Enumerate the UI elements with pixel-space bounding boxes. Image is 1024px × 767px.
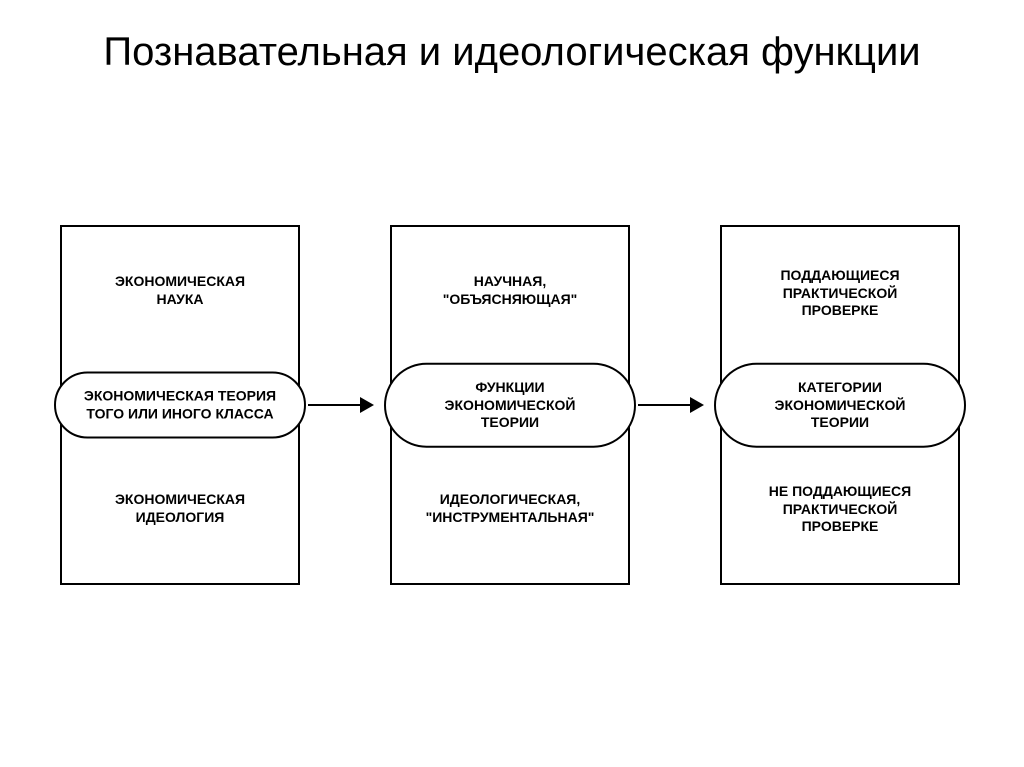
arrow-1 [308, 404, 372, 406]
column-categories: ПОДДАЮЩИЕСЯ ПРАКТИЧЕСКОЙ ПРОВЕРКЕ КАТЕГО… [720, 225, 960, 585]
slide-title: Познавательная и идеологическая функции [0, 28, 1024, 76]
slide: Познавательная и идеологическая функции … [0, 0, 1024, 767]
col1-upper-label: ЭКОНОМИЧЕСКАЯ НАУКА [62, 273, 298, 308]
col3-upper-label: ПОДДАЮЩИЕСЯ ПРАКТИЧЕСКОЙ ПРОВЕРКЕ [722, 267, 958, 320]
column-econ-science: ЭКОНОМИЧЕСКАЯ НАУКА ЭКОНОМИЧЕСКАЯ ТЕОРИЯ… [60, 225, 300, 585]
col1-pill: ЭКОНОМИЧЕСКАЯ ТЕОРИЯ ТОГО ИЛИ ИНОГО КЛАС… [54, 372, 306, 439]
col2-pill: ФУНКЦИИ ЭКОНОМИЧЕСКОЙ ТЕОРИИ [384, 363, 636, 448]
column-functions: НАУЧНАЯ, "ОБЪЯСНЯЮЩАЯ" ФУНКЦИИ ЭКОНОМИЧЕ… [390, 225, 630, 585]
col1-lower-label: ЭКОНОМИЧЕСКАЯ ИДЕОЛОГИЯ [62, 491, 298, 526]
col3-pill: КАТЕГОРИИ ЭКОНОМИЧЕСКОЙ ТЕОРИИ [714, 363, 966, 448]
col2-upper-label: НАУЧНАЯ, "ОБЪЯСНЯЮЩАЯ" [392, 273, 628, 308]
arrow-2 [638, 404, 702, 406]
flow-diagram: ЭКОНОМИЧЕСКАЯ НАУКА ЭКОНОМИЧЕСКАЯ ТЕОРИЯ… [60, 225, 970, 585]
col2-lower-label: ИДЕОЛОГИЧЕСКАЯ, "ИНСТРУМЕНТАЛЬНАЯ" [392, 491, 628, 526]
col3-lower-label: НЕ ПОДДАЮЩИЕСЯ ПРАКТИЧЕСКОЙ ПРОВЕРКЕ [722, 483, 958, 536]
